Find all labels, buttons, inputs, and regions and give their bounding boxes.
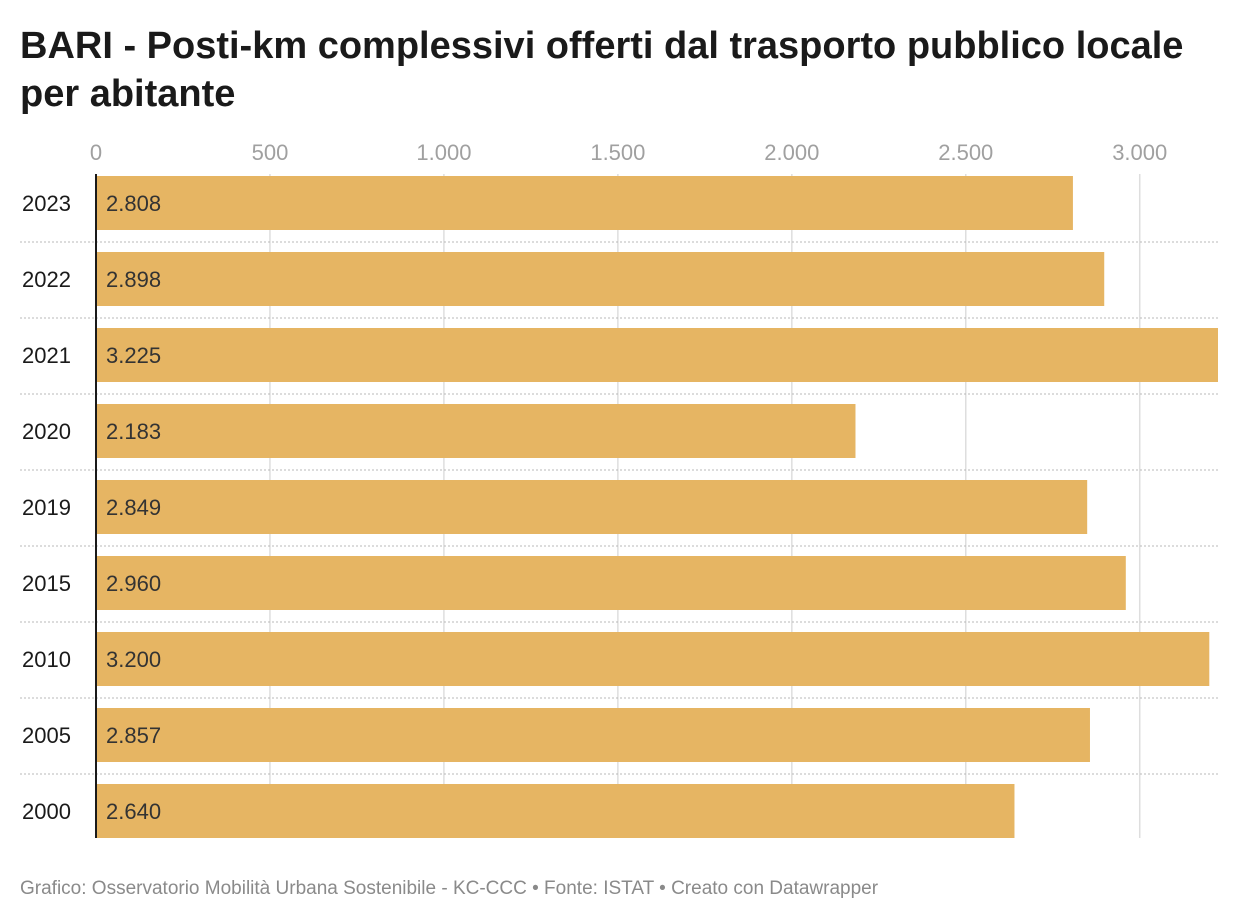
bar-2000 <box>96 784 1015 838</box>
value-label-2023: 2.808 <box>106 191 161 216</box>
x-tick-label: 2.500 <box>938 140 993 165</box>
category-labels: 2023 2022 2021 2020 2019 2015 2010 2005 2000 <box>22 191 71 824</box>
value-label-2000: 2.640 <box>106 799 161 824</box>
category-label-2015: 2015 <box>22 571 71 596</box>
category-label-2022: 2022 <box>22 267 71 292</box>
category-label-2023: 2023 <box>22 191 71 216</box>
x-axis-ticks: 0 500 1.000 1.500 2.000 2.500 3.000 <box>90 140 1167 165</box>
category-label-2021: 2021 <box>22 343 71 368</box>
bar-chart: 2.808 2.898 3.225 2.183 2.849 2.960 3.200 2.857… <box>20 140 1218 838</box>
value-label-2019: 2.849 <box>106 495 161 520</box>
x-tick-label: 1.000 <box>416 140 471 165</box>
chart-title: BARI - Posti-km complessivi offerti dal … <box>20 25 1184 115</box>
bar-2005 <box>96 708 1090 762</box>
value-label-2022: 2.898 <box>106 267 161 292</box>
x-tick-label: 3.000 <box>1112 140 1167 165</box>
bar-2010 <box>96 632 1210 686</box>
x-tick-label: 1.500 <box>590 140 645 165</box>
category-label-2000: 2000 <box>22 799 71 824</box>
value-label-2010: 3.200 <box>106 647 161 672</box>
bar-2019 <box>96 480 1088 534</box>
x-tick-label: 2.000 <box>764 140 819 165</box>
category-label-2010: 2010 <box>22 647 71 672</box>
category-label-2019: 2019 <box>22 495 71 520</box>
bar-2020 <box>96 404 856 458</box>
value-label-2015: 2.960 <box>106 571 161 596</box>
bar-2022 <box>96 252 1105 306</box>
chart-footer: Grafico: Osservatorio Mobilità Urbana So… <box>20 878 879 899</box>
category-label-2020: 2020 <box>22 419 71 444</box>
value-label-2005: 2.857 <box>106 723 161 748</box>
value-label-2020: 2.183 <box>106 419 161 444</box>
bar-2023 <box>96 176 1073 230</box>
value-label-2021: 3.225 <box>106 343 161 368</box>
value-labels: 2.808 2.898 3.225 2.183 2.849 2.960 3.200 2.857… <box>106 191 161 824</box>
bar-2015 <box>96 556 1126 610</box>
category-label-2005: 2005 <box>22 723 71 748</box>
x-tick-label: 0 <box>90 140 102 165</box>
x-tick-label: 500 <box>252 140 289 165</box>
bars <box>96 176 1218 838</box>
bar-2021 <box>96 328 1218 382</box>
